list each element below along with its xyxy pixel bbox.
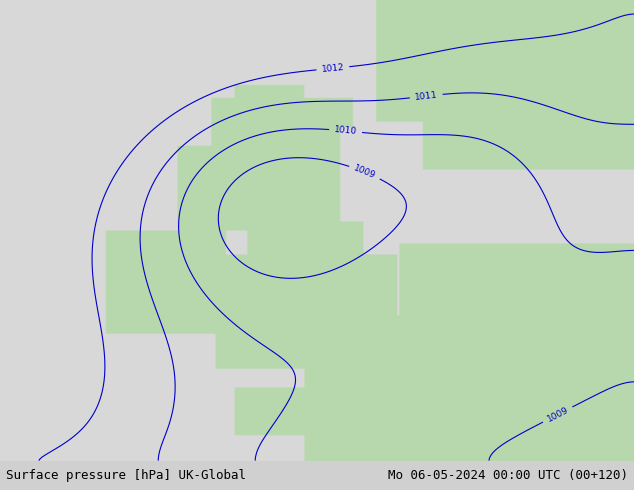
Text: 1012: 1012 bbox=[321, 63, 345, 74]
Text: 1009: 1009 bbox=[353, 164, 377, 181]
Text: 1011: 1011 bbox=[414, 90, 438, 102]
Text: Surface pressure [hPa] UK-Global: Surface pressure [hPa] UK-Global bbox=[6, 469, 247, 482]
Text: Mo 06-05-2024 00:00 UTC (00+120): Mo 06-05-2024 00:00 UTC (00+120) bbox=[387, 469, 628, 482]
Text: 1009: 1009 bbox=[545, 405, 570, 424]
Text: 1010: 1010 bbox=[333, 125, 358, 136]
